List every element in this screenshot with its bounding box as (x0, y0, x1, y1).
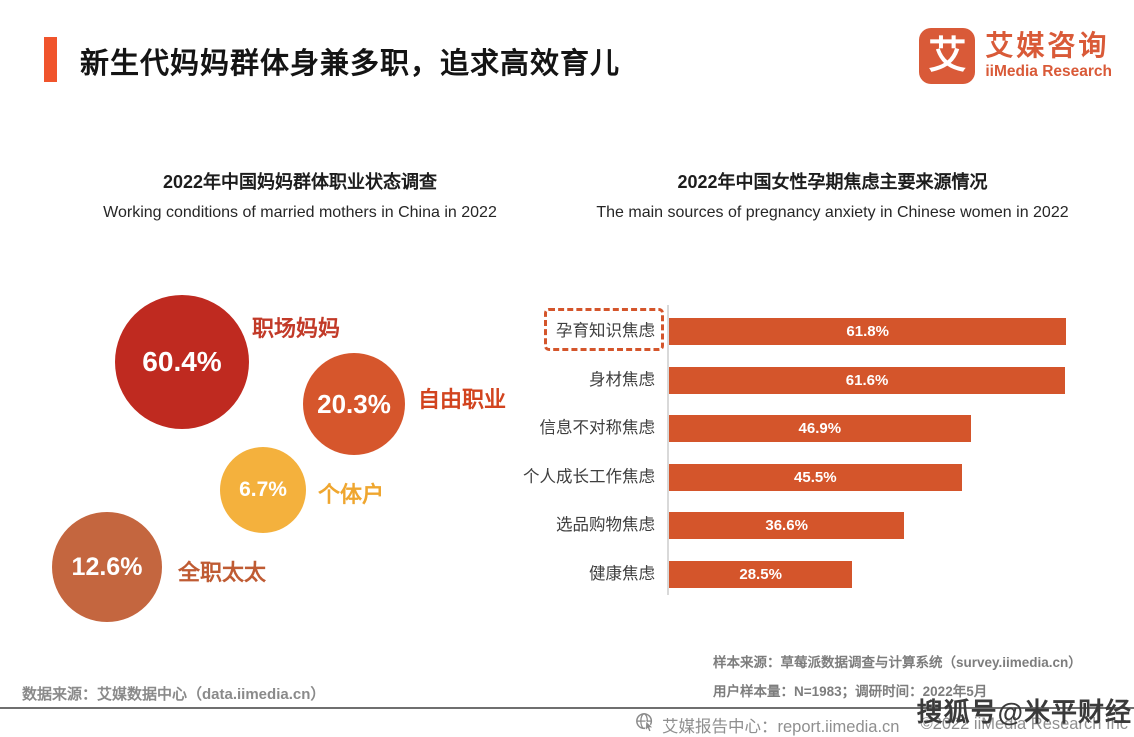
highlight-dashed-box (544, 308, 664, 351)
data-source-note: 数据来源：艾媒数据中心（data.iimedia.cn） (22, 686, 326, 703)
bubble-1: 60.4% (115, 295, 249, 429)
bar-3: 46.9% (669, 415, 971, 443)
sample-source-note: 样本来源：草莓派数据调查与计算系统（survey.iimedia.cn） (713, 655, 1082, 670)
page-title: 新生代妈妈群体身兼多职，追求高效育儿 (80, 48, 621, 80)
bar-6: 28.5% (669, 561, 853, 588)
globe-cursor-icon (635, 712, 655, 737)
bar-category-label-6: 健康焦虑 (589, 565, 655, 583)
bar-value-label-1: 61.8% (846, 323, 889, 340)
footer-bottom-bar: 艾媒报告中心：report.iimedia.cn ©2022 iiMedia R… (635, 712, 1128, 737)
bar-category-label-4: 个人成长工作焦虑 (523, 467, 655, 486)
bubble-2: 20.3% (303, 353, 405, 455)
bar-value-label-4: 45.5% (794, 468, 837, 486)
title-accent-bar (44, 37, 57, 82)
brand-logo: 艾 艾媒咨询 iiMedia Research (919, 28, 1112, 84)
copyright-text: ©2022 iiMedia Research Inc (920, 715, 1128, 733)
bar-value-label-2: 61.6% (845, 371, 889, 389)
bubble-4: 12.6% (52, 512, 162, 622)
logo-name-cn: 艾媒咨询 (985, 29, 1110, 61)
bar-chart: 孕育知识焦虑 61.8% 身材焦虑 61.6% 信息不对称焦虑 46.9% 个人成长工作焦虑… (500, 305, 1120, 605)
sample-size-note: 用户样本量：N=1983；调研时间：2022年5月 (713, 683, 988, 699)
bar-category-label-2: 身材焦虑 (589, 370, 655, 389)
bubble-label-1: 职场妈妈 (252, 316, 341, 341)
bubble-chart-title: 2022年中国妈妈群体职业状态调查 (162, 172, 438, 192)
bubble-label-2: 自由职业 (418, 387, 507, 412)
watermark-text: 搜狐号@米平财经 (916, 697, 1132, 727)
bar-5: 36.6% (669, 512, 905, 540)
bar-value-label-6: 28.5% (739, 566, 782, 583)
bar-category-label-3: 信息不对称焦虑 (539, 419, 656, 438)
bubble-label-3: 个体户 (318, 482, 385, 507)
bar-4: 45.5% (669, 463, 962, 491)
bar-category-label-1: 孕育知识焦虑 (556, 322, 655, 340)
bar-chart-axis-line (667, 305, 669, 595)
footer-divider (0, 707, 1134, 709)
bar-2: 61.6% (669, 366, 1066, 394)
iimedia-logo-icon: 艾 (919, 28, 976, 84)
bar-value-label-3: 46.9% (798, 420, 842, 438)
bar-chart-subtitle: The main sources of pregnancy anxiety in… (596, 204, 1069, 221)
report-center-text: 艾媒报告中心：report.iimedia.cn (662, 717, 900, 736)
bubble-chart-heading: 2022年中国妈妈群体职业状态调查 Working conditions of … (35, 168, 565, 222)
sample-source-block: 样本来源：草莓派数据调查与计算系统（survey.iimedia.cn） 用户样… (713, 656, 1082, 698)
bar-category-label-5: 选品购物焦虑 (556, 516, 655, 535)
logo-name-en: iiMedia Research (985, 63, 1112, 81)
bubble-label-4: 全职太太 (178, 560, 267, 585)
bar-value-label-5: 36.6% (765, 517, 808, 535)
bar-chart-title: 2022年中国女性孕期焦虑主要来源情况 (677, 172, 988, 192)
bubble-3: 6.7% (220, 447, 306, 533)
bubble-chart-subtitle: Working conditions of married mothers in… (103, 204, 497, 221)
bar-chart-heading: 2022年中国女性孕期焦虑主要来源情况 The main sources of … (560, 168, 1105, 222)
bar-1: 61.8% (669, 318, 1067, 345)
bubble-chart: 60.4% 职场妈妈 20.3% 自由职业 6.7% 个体户 12.6% 全职太太 (40, 280, 540, 640)
